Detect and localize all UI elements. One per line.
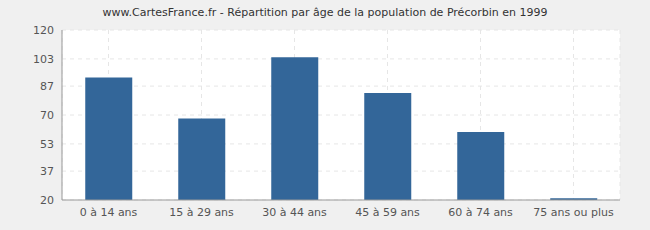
svg-text:37: 37 [40, 165, 54, 178]
svg-text:103: 103 [33, 53, 54, 66]
svg-text:87: 87 [40, 80, 54, 93]
svg-text:30 à 44 ans: 30 à 44 ans [262, 206, 327, 219]
svg-text:15 à 29 ans: 15 à 29 ans [169, 206, 234, 219]
svg-text:120: 120 [33, 24, 54, 37]
svg-text:0 à 14 ans: 0 à 14 ans [80, 206, 138, 219]
html-text:www.CartesFrance.fr - Répartit: www.CartesFrance.fr - Répartition par âg… [102, 6, 548, 19]
svg-text:20: 20 [40, 194, 54, 207]
svg-text:53: 53 [40, 138, 54, 151]
svg-text:70: 70 [40, 109, 54, 122]
svg-text:60 à 74 ans: 60 à 74 ans [448, 206, 513, 219]
svg-text:45 à 59 ans: 45 à 59 ans [355, 206, 420, 219]
svg-text:75 ans ou plus: 75 ans ou plus [533, 206, 614, 219]
